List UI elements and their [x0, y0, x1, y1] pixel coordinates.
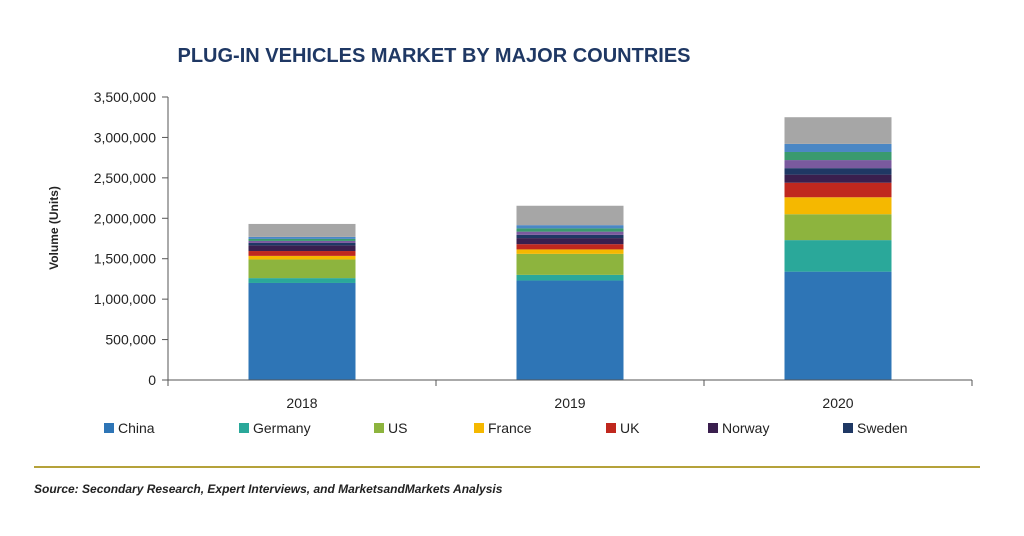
legend-swatch-uk [606, 423, 616, 433]
bar-segment-france-2020 [784, 197, 892, 215]
bar-segment-us-2018 [248, 259, 356, 279]
legend-swatch-sweden [843, 423, 853, 433]
bar-segment-extra3-2019 [516, 225, 624, 229]
x-tick-label: 2018 [286, 395, 317, 411]
bar-segment-france-2018 [248, 255, 356, 260]
legend-label-uk: UK [620, 420, 640, 436]
bar-segment-us-2020 [784, 214, 892, 241]
bar-segment-extra2-2019 [516, 228, 624, 232]
y-tick-label: 3,500,000 [94, 89, 156, 105]
bar-segment-france-2019 [516, 249, 624, 254]
bar-segment-norway-2018 [248, 245, 356, 252]
bar-segment-others-2020 [784, 117, 892, 144]
bar-segment-uk-2019 [516, 244, 624, 250]
legend-label-france: France [488, 420, 532, 436]
axis-layer: 0 500,000 1,000,000 1,500,000 2,000,000 2,500… [94, 89, 973, 411]
legend-label-sweden: Sweden [857, 420, 908, 436]
bar-segment-extra3-2020 [784, 143, 892, 152]
y-tick-label: 1,000,000 [94, 291, 156, 307]
bar-segment-uk-2020 [784, 182, 892, 198]
bar-segment-norway-2019 [516, 238, 624, 245]
bar-segment-germany-2018 [248, 278, 356, 283]
bar-segment-norway-2020 [784, 174, 892, 183]
bar-segment-extra1-2019 [516, 231, 624, 235]
legend-label-germany: Germany [253, 420, 311, 436]
bar-segment-others-2018 [248, 223, 356, 237]
x-tick-label: 2020 [822, 395, 853, 411]
bar-segment-china-2019 [516, 280, 624, 380]
legend-label-china: China [118, 420, 155, 436]
y-tick-label: 0 [148, 372, 156, 388]
y-tick-label: 2,000,000 [94, 210, 156, 226]
y-tick-label: 3,000,000 [94, 129, 156, 145]
legend-swatch-france [474, 423, 484, 433]
bar-segment-uk-2018 [248, 251, 356, 256]
bar-segment-germany-2019 [516, 274, 624, 281]
bar-segment-sweden-2018 [248, 242, 356, 246]
bar-segment-us-2019 [516, 253, 624, 275]
bar-segment-others-2019 [516, 205, 624, 226]
bar-segment-extra2-2018 [248, 238, 356, 241]
bar-segment-sweden-2019 [516, 234, 624, 239]
chart-title: PLUG-IN VEHICLES MARKET BY MAJOR COUNTRI… [178, 45, 691, 67]
bar-segment-china-2020 [784, 271, 892, 380]
legend-label-norway: Norway [722, 420, 769, 436]
y-tick-label: 500,000 [105, 332, 156, 348]
legend: China Germany US France UK Norway Sweden [104, 420, 908, 436]
legend-swatch-us [374, 423, 384, 433]
x-tick-label: 2019 [554, 395, 585, 411]
bar-segment-germany-2020 [784, 240, 892, 272]
legend-label-us: US [388, 420, 407, 436]
source-note: Source: Secondary Research, Expert Inter… [34, 482, 503, 496]
bar-segment-china-2018 [248, 282, 356, 380]
y-tick-label: 2,500,000 [94, 170, 156, 186]
bar-segment-extra1-2020 [784, 160, 892, 169]
bar-segment-extra3-2018 [248, 236, 356, 239]
legend-swatch-germany [239, 423, 249, 433]
footer-divider [34, 466, 980, 468]
bar-segment-extra2-2020 [784, 151, 892, 161]
bar-segment-sweden-2020 [784, 168, 892, 175]
legend-swatch-china [104, 423, 114, 433]
bars-layer [248, 117, 892, 380]
bar-segment-extra1-2018 [248, 240, 356, 243]
y-tick-label: 1,500,000 [94, 251, 156, 267]
legend-swatch-norway [708, 423, 718, 433]
y-axis-label: Volume (Units) [47, 186, 61, 270]
